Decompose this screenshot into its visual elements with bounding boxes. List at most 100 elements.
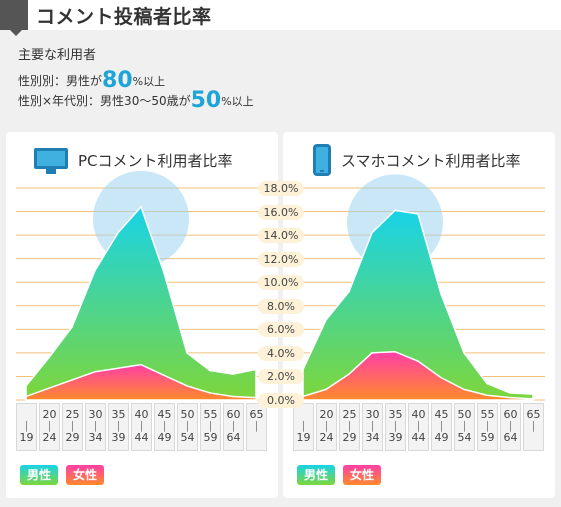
series-area-female — [302, 350, 534, 401]
smartphone-chart-plot — [283, 174, 545, 401]
data-point-male — [209, 369, 211, 372]
age-tick-label: 45 | 49 — [154, 403, 175, 451]
data-point-male — [94, 269, 96, 272]
data-point-female — [48, 387, 50, 390]
age-tick-label: 60 | 64 — [223, 403, 244, 451]
data-point-female — [71, 379, 73, 381]
summary-gender-prefix: 性別別：男性が — [18, 74, 103, 88]
data-point-female — [117, 367, 119, 369]
data-point-male — [509, 392, 511, 394]
age-tick-label: 45 | 49 — [431, 403, 452, 451]
smartphone-chart-legend: 男性 女性 — [297, 464, 389, 485]
data-point-female — [255, 396, 257, 399]
data-point-female — [463, 388, 465, 391]
age-tick-label: 55 | 59 — [477, 403, 498, 451]
data-point-female — [25, 395, 27, 398]
data-point-female — [509, 396, 511, 399]
legend-male: 男性 — [20, 465, 58, 485]
data-point-male — [440, 293, 442, 295]
legend-female: 女性 — [343, 465, 381, 485]
summary-gender-age-value: 50 — [190, 88, 222, 113]
data-point-female — [348, 373, 350, 375]
pc-chart-title: PCコメント利用者比率 — [78, 152, 233, 170]
age-tick-label: 65 | — [246, 403, 267, 451]
data-point-male — [348, 290, 350, 293]
monitor-icon — [34, 148, 68, 174]
section-title: コメント投稿者比率 — [36, 6, 212, 28]
data-point-male — [463, 352, 465, 354]
data-point-female — [371, 352, 373, 354]
data-point-female — [163, 374, 165, 377]
age-tick-label: 20 | 24 — [39, 403, 60, 451]
section-header: コメント投稿者比率 — [0, 0, 561, 36]
age-tick-label: 35 | 39 — [385, 403, 406, 451]
summary-heading: 主要な利用者 — [18, 48, 97, 63]
smartphone-age-axis: | 19 20 | 24 25 | 29 30 | 34 35 | 39 40 | 44 45 | 49 50 | 54 55… — [293, 403, 545, 451]
data-point-female — [486, 394, 488, 397]
series-area-male — [25, 205, 257, 401]
summary-gender-age-suffix: %以上 — [221, 95, 254, 108]
age-tick-label: 30 | 34 — [85, 403, 106, 451]
data-point-male — [302, 368, 304, 371]
data-point-male — [71, 326, 73, 328]
age-tick-label: 50 | 54 — [454, 403, 475, 451]
data-point-male — [371, 231, 373, 234]
data-point-male — [255, 368, 257, 371]
smartphone-chart-panel: スマホコメント利用者比率 | 19 20 | 24 25 | 29 30 | 34 35 | 39 40 | 4… — [283, 132, 555, 498]
data-point-male — [186, 352, 188, 354]
legend-male: 男性 — [297, 465, 335, 485]
age-tick-label: 40 | 44 — [408, 403, 429, 451]
data-point-female — [417, 360, 419, 362]
pc-chart-panel: PCコメント利用者比率 | 19 20 | 24 25 | 29 30 | 34 35 | 39 40 | 44… — [6, 132, 278, 498]
age-tick-label: 20 | 24 — [316, 403, 337, 451]
data-point-female — [232, 395, 234, 398]
summary-gender-age-prefix: 性別×年代別：男性30〜50歳が — [18, 94, 191, 108]
summary-gender-suffix: %以上 — [132, 75, 166, 88]
pc-chart-plot — [16, 170, 278, 401]
pc-age-axis: | 19 20 | 24 25 | 29 30 | 34 35 | 39 40 | 44 45 | 49 50 | 54 55… — [16, 403, 268, 451]
age-tick-label: | 19 — [293, 403, 314, 451]
data-point-male — [394, 209, 396, 212]
age-tick-label: 40 | 44 — [131, 403, 152, 451]
header-tab-marker — [0, 0, 28, 36]
data-point-male — [232, 373, 234, 375]
data-point-female — [440, 376, 442, 379]
summary-gender-value: 80 — [102, 68, 133, 93]
data-point-male — [25, 385, 27, 387]
data-point-male — [532, 393, 534, 395]
data-point-female — [140, 363, 142, 366]
summary-gender-age: 性別×年代別：男性30〜50歳が50%以上 — [18, 88, 254, 113]
data-point-female — [94, 370, 96, 373]
summary-gender: 性別別：男性が80%以上 — [18, 68, 254, 93]
pc-chart-legend: 男性 女性 — [20, 464, 112, 485]
legend-female: 女性 — [66, 465, 104, 485]
data-point-male — [117, 231, 119, 234]
smartphone-chart-title: スマホコメント利用者比率 — [341, 152, 521, 170]
age-tick-label: 55 | 59 — [200, 403, 221, 451]
data-point-female — [325, 388, 327, 391]
age-tick-label: 65 | — [523, 403, 544, 451]
data-point-male — [325, 319, 327, 321]
data-point-female — [209, 392, 211, 394]
smartphone-icon — [313, 144, 331, 176]
data-point-male — [48, 356, 50, 359]
age-tick-label: 25 | 29 — [339, 403, 360, 451]
data-point-female — [532, 398, 534, 400]
age-tick-label: 60 | 64 — [500, 403, 521, 451]
data-point-male — [140, 206, 142, 208]
age-tick-label: | 19 — [16, 403, 37, 451]
age-tick-label: 30 | 34 — [362, 403, 383, 451]
series-area-male — [302, 209, 534, 401]
user-summary: 主要な利用者 性別別：男性が80%以上 性別×年代別：男性30〜50歳が50%以… — [18, 44, 254, 113]
data-point-female — [186, 385, 188, 387]
data-point-male — [486, 382, 488, 385]
data-point-female — [394, 350, 396, 353]
series-area-female — [25, 363, 257, 401]
age-tick-label: 25 | 29 — [62, 403, 83, 451]
age-tick-label: 50 | 54 — [177, 403, 198, 451]
age-tick-label: 35 | 39 — [108, 403, 129, 451]
data-point-male — [163, 272, 165, 274]
data-point-male — [417, 213, 419, 215]
data-point-female — [302, 395, 304, 398]
